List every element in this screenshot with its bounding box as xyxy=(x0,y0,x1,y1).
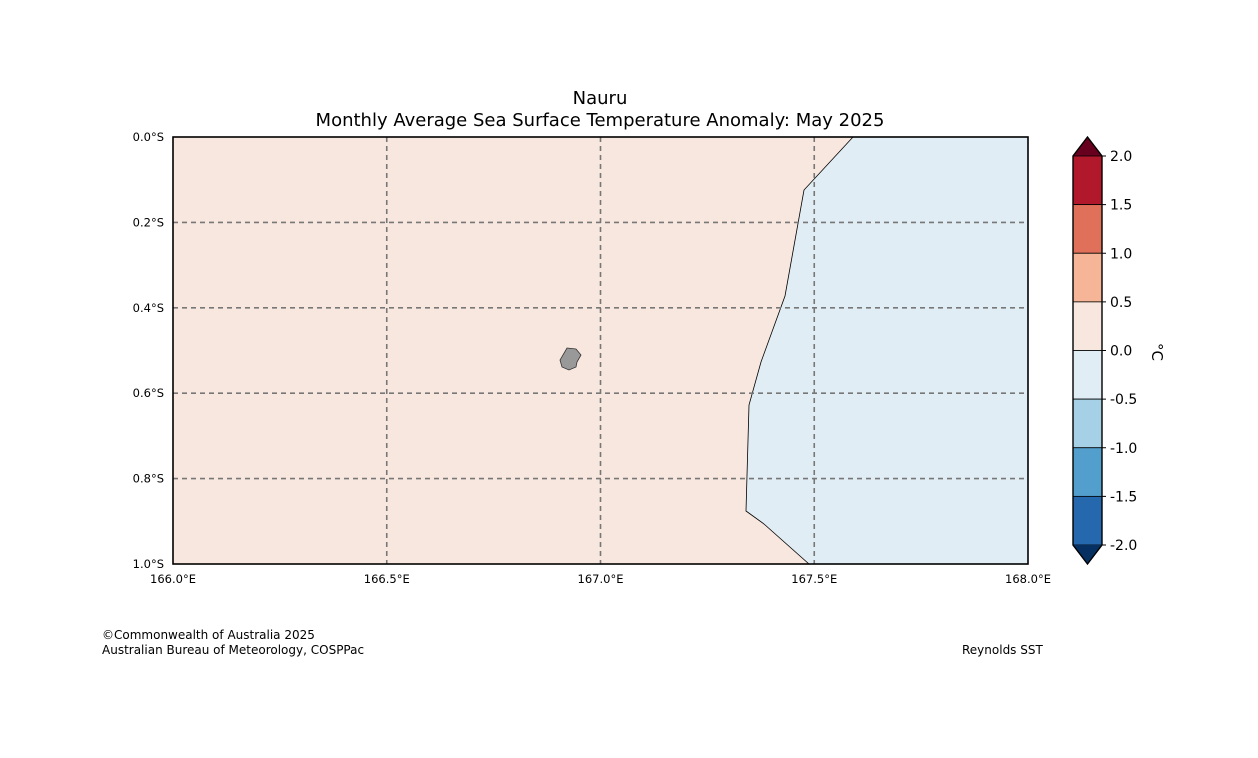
map-title: Nauru xyxy=(572,88,628,109)
colorbar-tick-label: 2.0 xyxy=(1110,149,1132,165)
longitude-tick-label: 167.0°E xyxy=(578,572,624,586)
nauru-island-land xyxy=(559,347,582,371)
colorbar-tick-label: -0.5 xyxy=(1110,392,1137,408)
colorbar-over-triangle xyxy=(1073,137,1102,156)
colorbar-under-triangle xyxy=(1073,545,1102,564)
latitude-tick-label: 0.6°S xyxy=(133,386,164,400)
colorbar-tick-label: -1.0 xyxy=(1110,441,1137,457)
longitude-tick-label: 167.5°E xyxy=(791,572,837,586)
colorbar-bin xyxy=(1072,398,1103,449)
colorbar-unit-label: °C xyxy=(1148,343,1166,361)
map-subtitle: Monthly Average Sea Surface Temperature … xyxy=(315,110,885,131)
colorbar-tick-label: 0.0 xyxy=(1110,344,1132,360)
colorbar-tick-label: 1.5 xyxy=(1110,198,1132,214)
colorbar-tick-label: -1.5 xyxy=(1110,489,1137,505)
colorbar-tick-label: 0.5 xyxy=(1110,295,1132,311)
copyright-credit: ©Commonwealth of Australia 2025 Australi… xyxy=(102,628,364,658)
colorbar-bin xyxy=(1072,301,1103,351)
map-gridlines xyxy=(173,137,1028,564)
colorbar-bin xyxy=(1072,447,1103,497)
latitude-axis: 0.0°S 0.2°S 0.4°S 0.6°S 0.8°S 1.0°S xyxy=(133,130,164,571)
colorbar: 2.0 1.5 1.0 0.5 0.0 -0.5 -1.0 -1.5 -2.0 °C xyxy=(1072,135,1166,566)
copyright-text: ©Commonwealth of Australia 2025 xyxy=(102,628,315,642)
latitude-tick-label: 0.8°S xyxy=(133,472,164,486)
latitude-tick-label: 0.4°S xyxy=(133,301,164,315)
latitude-tick-label: 0.2°S xyxy=(133,215,164,229)
latitude-tick-label: 1.0°S xyxy=(133,557,164,571)
agency-text: Australian Bureau of Meteorology, COSPPa… xyxy=(102,643,365,657)
colorbar-bin xyxy=(1072,252,1103,303)
colorbar-bin xyxy=(1072,155,1103,206)
latitude-tick-label: 0.0°S xyxy=(133,130,164,144)
colorbar-bin xyxy=(1072,350,1103,400)
colorbar-tick-label: -2.0 xyxy=(1110,538,1137,554)
longitude-tick-label: 166.0°E xyxy=(150,572,196,586)
colorbar-bin xyxy=(1072,204,1103,254)
colorbar-tick-label: 1.0 xyxy=(1110,246,1132,262)
colorbar-bin xyxy=(1072,495,1103,546)
longitude-tick-label: 168.0°E xyxy=(1005,572,1051,586)
longitude-axis: 166.0°E 166.5°E 167.0°E 167.5°E 168.0°E xyxy=(150,572,1051,586)
map-frame xyxy=(172,136,1029,565)
longitude-tick-label: 166.5°E xyxy=(364,572,410,586)
data-source-text: Reynolds SST xyxy=(962,643,1043,657)
